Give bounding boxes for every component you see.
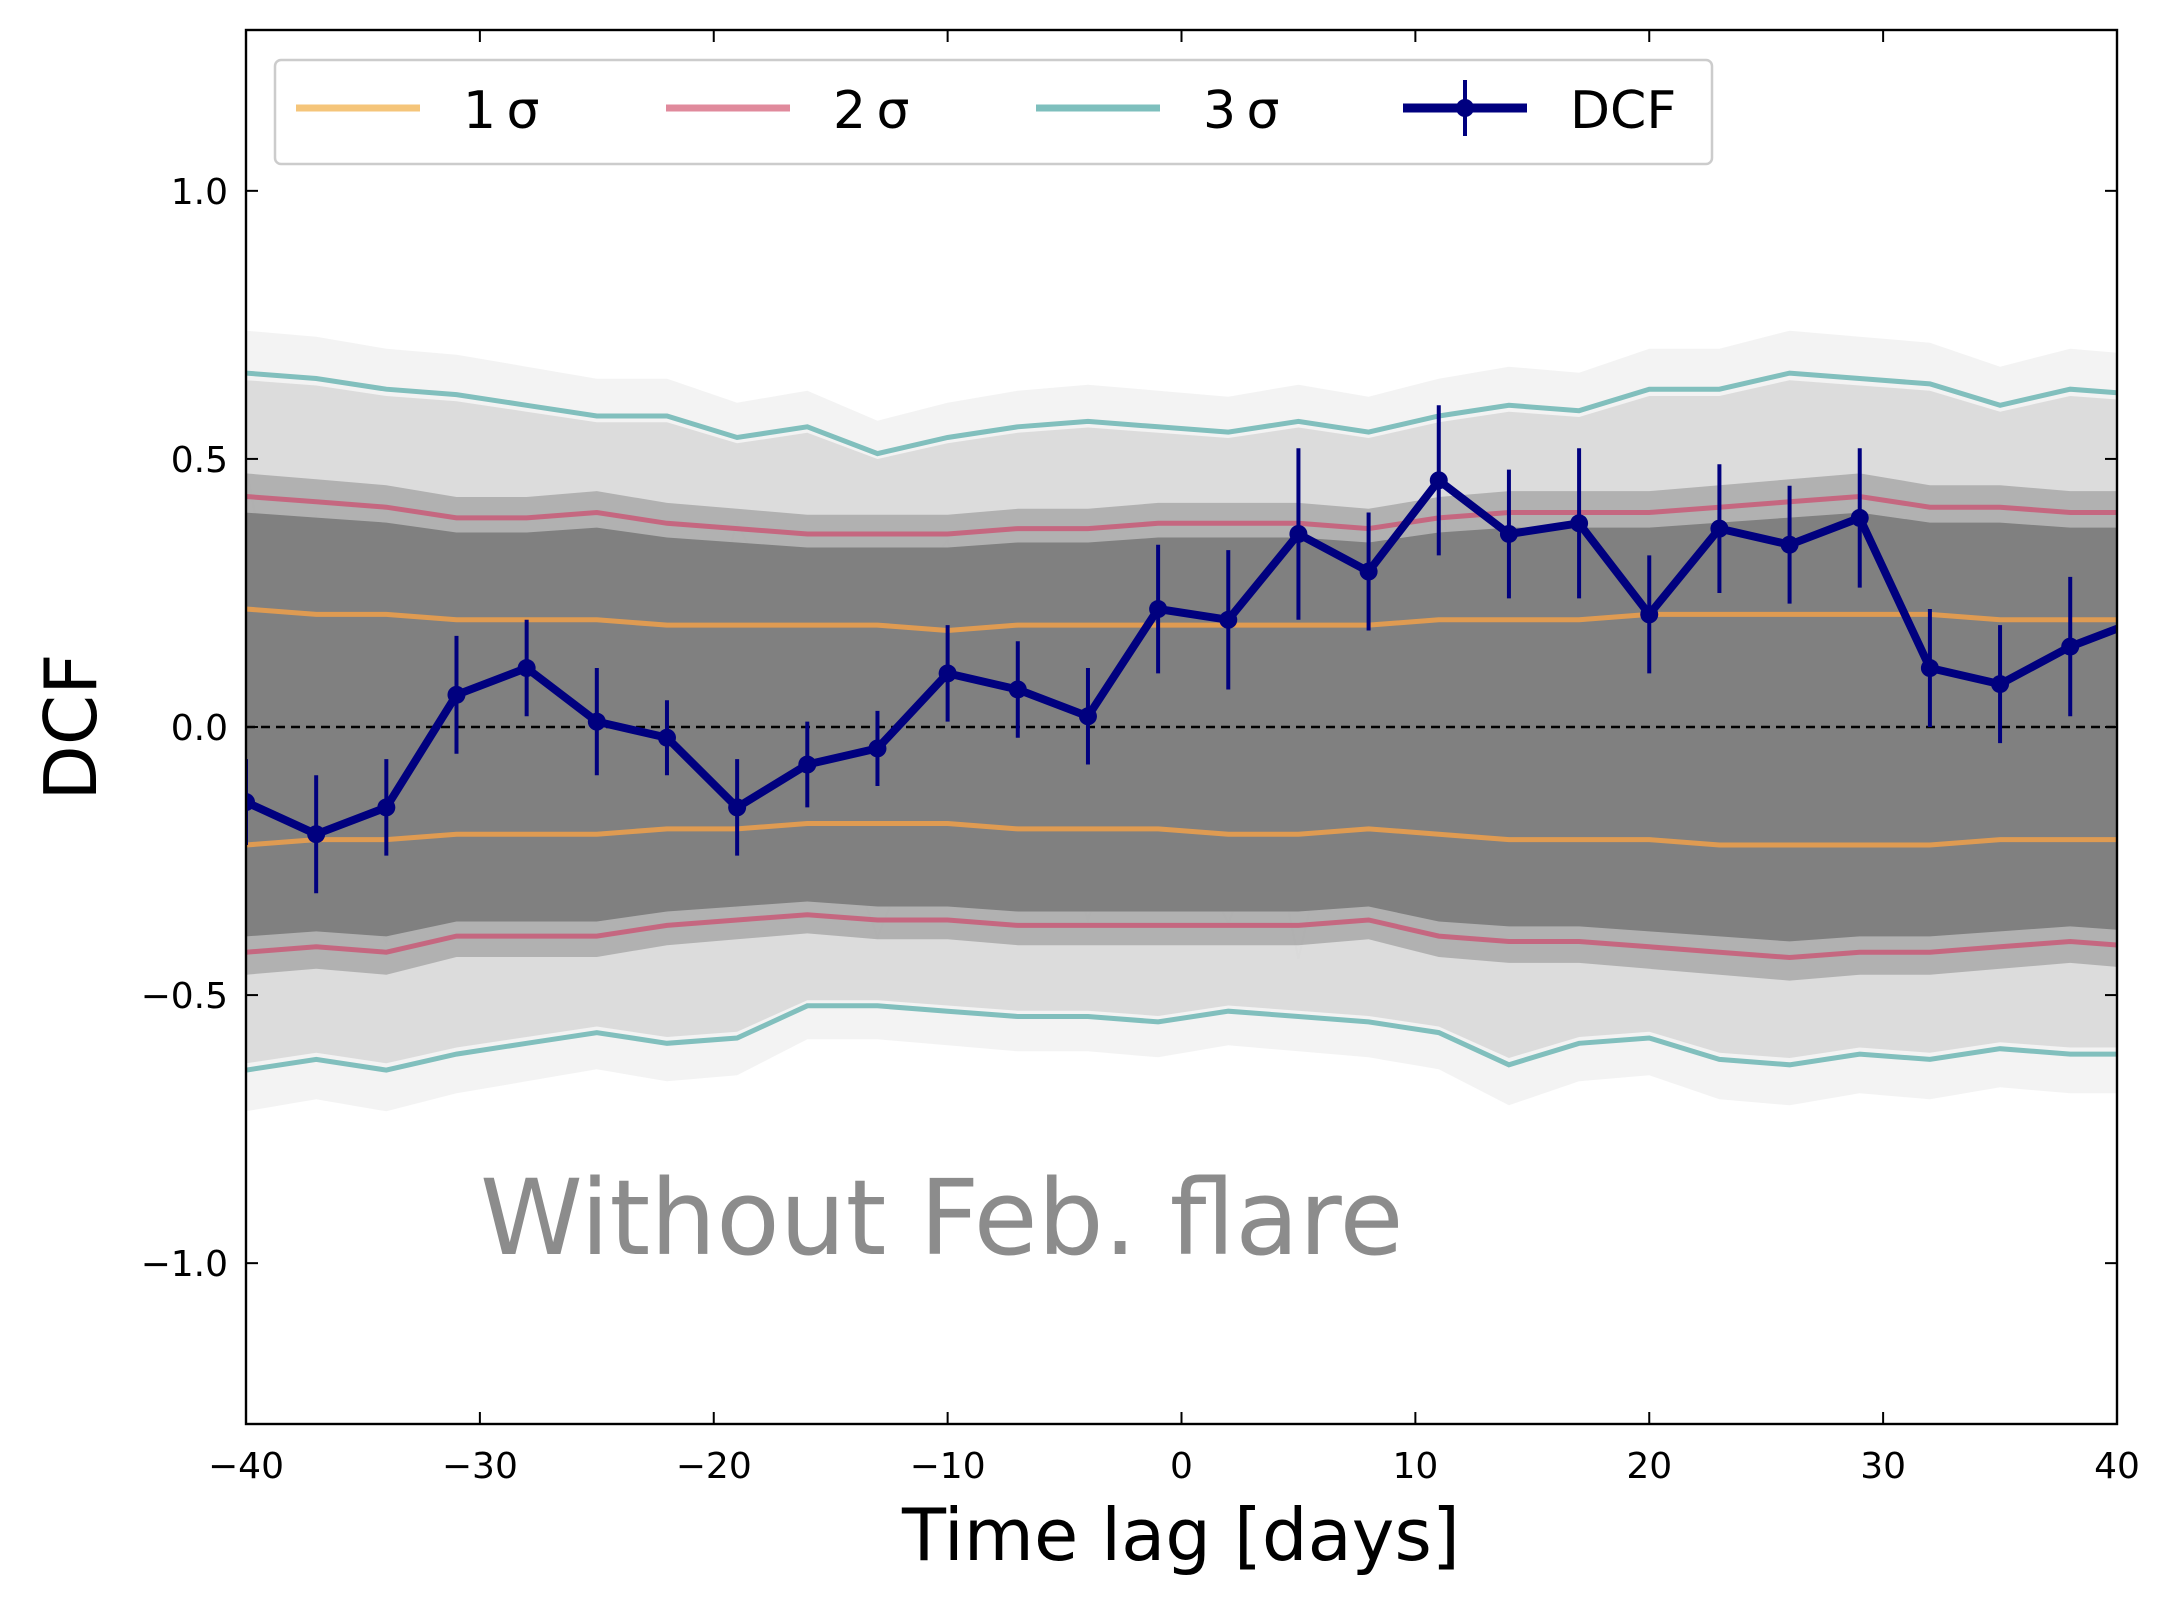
dcf-point [1078, 707, 1097, 726]
dcf-point [377, 798, 396, 817]
legend: 1 σ 2 σ 3 σ DCF [273, 58, 1714, 166]
dcf-point [1499, 524, 1518, 543]
dcf-line [246, 476, 2117, 839]
y-tick-label: 0.5 [171, 440, 228, 481]
dcf-point [1850, 508, 1869, 527]
dcf-point [1429, 471, 1448, 490]
x-tick-label: −20 [676, 1446, 752, 1487]
dcf-point [1008, 680, 1027, 699]
legend-1sigma-label: 1 σ [463, 81, 539, 141]
dcf-point [868, 739, 887, 758]
x-tick-label: −30 [442, 1446, 518, 1487]
x-axis-label: Time lag [days] [901, 1493, 1460, 1577]
legend-2sigma-label: 2 σ [833, 81, 909, 141]
dcf-point [246, 793, 255, 812]
x-tick-label: 20 [1626, 1446, 1672, 1487]
y-tick-label: 0.0 [171, 708, 228, 749]
x-tick-label: 40 [2094, 1446, 2140, 1487]
dcf-point [1991, 675, 2010, 694]
x-tick-label: 30 [1860, 1446, 1906, 1487]
dcf-point [517, 659, 536, 678]
dcf-point [1710, 519, 1729, 538]
x-tick-label: 10 [1392, 1446, 1438, 1487]
legend-dcf-marker [1456, 99, 1474, 117]
2sigma-upper-line [246, 493, 2117, 537]
1sigma-lower-line [246, 821, 2117, 848]
y-axis-label: DCF [29, 653, 113, 800]
legend-dcf-label: DCF [1570, 81, 1676, 141]
dcf-point [798, 755, 817, 774]
dcf-point [587, 712, 606, 731]
plot-area [246, 330, 2117, 1112]
legend-3sigma-label: 3 σ [1203, 81, 1279, 141]
axis-ticks: −40 −30 −20 −10 0 10 20 30 40 −1.0 −0.5 0.0 0.5 1.0 [141, 30, 2140, 1487]
dcf-point [1359, 562, 1378, 581]
2sigma-lower-line [246, 912, 2117, 961]
legend-box [273, 58, 1714, 166]
y-tick-label: 1.0 [171, 172, 228, 213]
3sigma-upper-line [246, 370, 2117, 457]
annotation-label: Without Feb. flare [480, 1157, 1403, 1279]
x-tick-label: −40 [208, 1446, 284, 1487]
dcf-point [657, 728, 676, 747]
dcf-point [1920, 659, 1939, 678]
dcf-point [1640, 605, 1659, 624]
x-tick-label: −10 [910, 1446, 986, 1487]
3sigma-lower-line [246, 1003, 2117, 1073]
dcf-point [1780, 535, 1799, 554]
y-tick-label: −0.5 [141, 976, 228, 1017]
dcf-point [938, 664, 957, 683]
y-tick-label: −1.0 [141, 1244, 228, 1285]
x-tick-label: 0 [1170, 1446, 1193, 1487]
dcf-point [1289, 524, 1308, 543]
1sigma-upper-line [246, 606, 2117, 634]
dcf-point [728, 798, 747, 817]
dcf-point [1219, 610, 1238, 629]
dcf-point [1570, 514, 1589, 533]
dcf-point [2061, 637, 2080, 656]
dcf-point [307, 825, 326, 844]
dcf-point [447, 685, 466, 704]
dcf-point [1149, 600, 1168, 619]
